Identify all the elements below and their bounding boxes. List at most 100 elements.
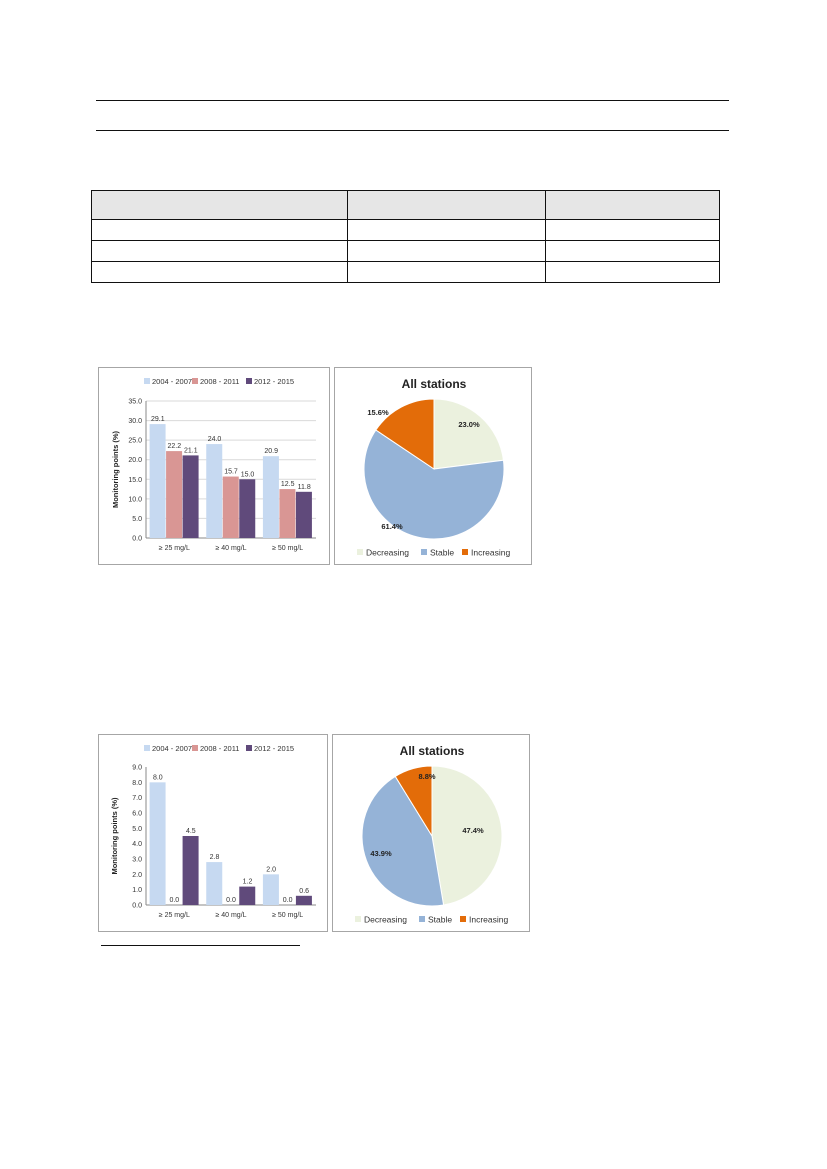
- y-tick-label: 8.0: [132, 780, 142, 787]
- bar-chart-1: 2004 - 2007 2008 - 2011 2012 - 2015 0.0 5.0 1…: [98, 367, 330, 565]
- pie-title: All stations: [400, 744, 465, 758]
- bar-1-3: [262, 874, 279, 905]
- data-label: 15.0: [241, 471, 255, 478]
- table-cell: [545, 240, 720, 262]
- x-tick-label: ≥ 40 mg/L: [215, 912, 246, 919]
- y-tick-label: 5.0: [132, 516, 142, 523]
- bar-2-3: [279, 489, 296, 538]
- table-row: [91, 240, 720, 262]
- legend-swatch-3: [246, 745, 252, 751]
- bar-chart-2-svg: 2004 - 2007 2008 - 2011 2012 - 2015 0.0 1.0 2…: [110, 744, 316, 919]
- pie-chart-1: All stations 23.0% 61.4% 15.6% Decreasing Sta…: [334, 367, 532, 565]
- pie-slice-decreasing: [431, 765, 503, 906]
- pie-slice-stable: [363, 429, 505, 540]
- x-tick-label: ≥ 25 mg/L: [159, 545, 190, 552]
- data-label: 22.2: [168, 443, 182, 450]
- pie-chart-2-svg: All stations 47.4% 43.9% 8.8% Decreasing Stab…: [355, 744, 508, 925]
- legend-swatch-1: [144, 378, 150, 384]
- header-rule-top: [96, 100, 729, 101]
- data-label: 0.0: [169, 897, 179, 904]
- legend-swatch-stable: [421, 549, 427, 555]
- legend-label: Increasing: [469, 915, 508, 925]
- table-cell: [545, 219, 720, 241]
- footnote-separator: [101, 945, 300, 946]
- table-header-cell: [545, 190, 720, 220]
- y-tick-label: 0.0: [132, 536, 142, 543]
- header-rule-bottom: [96, 130, 729, 131]
- legend-label: Stable: [428, 915, 452, 925]
- table-header-cell: [347, 190, 546, 220]
- bar-1-2: [206, 444, 223, 538]
- y-axis-label: Monitoring points (%): [111, 430, 120, 508]
- pie-data-label: 15.6%: [367, 408, 389, 417]
- legend-label: 2004 - 2007: [152, 744, 192, 753]
- y-tick-label: 1.0: [132, 887, 142, 894]
- bar-2-1: [166, 451, 183, 538]
- y-tick-label: 3.0: [132, 857, 142, 864]
- table-header-row: [91, 190, 720, 220]
- pie-data-label: 47.4%: [462, 826, 484, 835]
- data-label: 0.0: [283, 897, 293, 904]
- legend-label: 2004 - 2007: [152, 377, 192, 386]
- bar-2-2: [222, 476, 239, 538]
- x-tick-label: ≥ 25 mg/L: [159, 912, 190, 919]
- legend-swatch-decreasing: [355, 916, 361, 922]
- data-label: 2.0: [266, 866, 276, 873]
- table-cell: [545, 261, 720, 283]
- legend-label: Decreasing: [364, 915, 407, 925]
- data-label: 4.5: [186, 828, 196, 835]
- x-tick-label: ≥ 50 mg/L: [272, 912, 303, 919]
- pie-data-label: 8.8%: [418, 772, 435, 781]
- x-tick-label: ≥ 50 mg/L: [272, 545, 303, 552]
- bar-chart-2: 2004 - 2007 2008 - 2011 2012 - 2015 0.0 1.0 2…: [98, 734, 328, 932]
- pie-data-label: 23.0%: [458, 420, 480, 429]
- pie-slice-stable: [361, 775, 445, 907]
- y-tick-label: 30.0: [128, 418, 142, 425]
- data-label: 8.0: [153, 774, 163, 781]
- bar-3-2: [239, 886, 256, 905]
- y-tick-label: 10.0: [128, 496, 142, 503]
- summary-table: [91, 190, 720, 283]
- y-tick-label: 0.0: [132, 903, 142, 910]
- y-tick-label: 6.0: [132, 811, 142, 818]
- pie-slice-decreasing: [433, 398, 505, 470]
- pie-data-label: 61.4%: [381, 522, 403, 531]
- legend-label: 2012 - 2015: [254, 377, 294, 386]
- pie-chart-2: All stations 47.4% 43.9% 8.8% Decreasing Stab…: [332, 734, 530, 932]
- legend-label: Decreasing: [366, 548, 409, 558]
- legend-swatch-3: [246, 378, 252, 384]
- data-label: 11.8: [298, 484, 311, 491]
- pie-title: All stations: [402, 377, 467, 391]
- y-tick-label: 35.0: [128, 399, 142, 406]
- table-cell: [91, 219, 348, 241]
- bar-3-1: [182, 455, 199, 538]
- legend-swatch-2: [192, 745, 198, 751]
- data-label: 24.0: [208, 436, 222, 443]
- table-cell: [347, 240, 546, 262]
- table-row: [91, 261, 720, 283]
- legend-label: 2012 - 2015: [254, 744, 294, 753]
- data-label: 29.1: [151, 416, 165, 423]
- bar-3-3: [295, 491, 312, 538]
- data-label: 12.5: [281, 481, 295, 488]
- table-cell: [91, 240, 348, 262]
- table-cell: [91, 261, 348, 283]
- bar-3-3: [295, 895, 312, 905]
- data-label: 0.0: [226, 897, 236, 904]
- table-row: [91, 219, 720, 241]
- legend-swatch-increasing: [462, 549, 468, 555]
- data-label: 20.9: [264, 448, 278, 455]
- y-tick-label: 2.0: [132, 872, 142, 879]
- data-label: 0.6: [299, 888, 309, 895]
- y-tick-label: 25.0: [128, 438, 142, 445]
- legend-swatch-2: [192, 378, 198, 384]
- data-label: 15.7: [224, 469, 238, 476]
- bar-3-1: [182, 836, 199, 905]
- y-tick-label: 9.0: [132, 765, 142, 772]
- legend-label: Stable: [430, 548, 454, 558]
- data-label: 2.8: [210, 854, 220, 861]
- bar-1-2: [206, 862, 223, 905]
- legend-swatch-stable: [419, 916, 425, 922]
- y-tick-label: 5.0: [132, 826, 142, 833]
- table-header-cell: [91, 190, 348, 220]
